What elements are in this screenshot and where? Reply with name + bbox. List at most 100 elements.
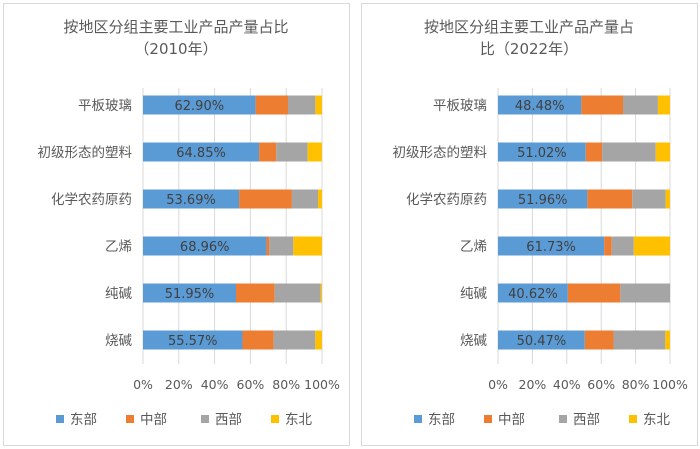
chart-border xyxy=(3,3,350,446)
chart-title: 比（2022年） xyxy=(480,40,578,58)
bar-segment-东北 xyxy=(665,189,670,209)
bar-segment-东部 xyxy=(143,95,256,115)
bar-segment-西部 xyxy=(620,283,671,303)
legend-swatch xyxy=(56,415,64,423)
bar-segment-东部 xyxy=(498,95,582,115)
bar-segment-中部 xyxy=(235,283,275,303)
bar-segment-东部 xyxy=(143,236,267,256)
bar-segment-东北 xyxy=(657,95,670,115)
bar-segment-西部 xyxy=(602,142,656,162)
category-label: 初级形态的塑料 xyxy=(393,144,488,161)
bar-segment-西部 xyxy=(287,95,316,115)
bar-segment-中部 xyxy=(585,142,603,162)
data-label: 62.90% xyxy=(175,99,225,114)
chart-panel-2: 按地区分组主要工业产品产量占比（2022年） 0% 20% 40% 60% 80% 100%… xyxy=(361,3,698,446)
legend-swatch xyxy=(201,415,209,423)
bar-segment-中部 xyxy=(604,236,612,256)
x-tick-label: 40% xyxy=(553,377,581,392)
chart-title: （2010年） xyxy=(134,40,217,58)
data-label: 53.69% xyxy=(166,193,216,208)
bar-segment-中部 xyxy=(581,95,624,115)
bar-segment-西部 xyxy=(269,236,294,256)
x-tick-label: 20% xyxy=(519,377,547,392)
bar-segment-东北 xyxy=(315,330,322,350)
category-label: 化学农药原药 xyxy=(406,192,487,208)
bar-segment-东部 xyxy=(143,283,236,303)
category-label: 平板玻璃 xyxy=(78,97,132,114)
data-label: 55.57% xyxy=(168,334,218,349)
x-tick-label: 100% xyxy=(304,377,340,392)
bar-segment-东部 xyxy=(143,142,260,162)
legend-swatch xyxy=(126,415,134,423)
legend-label: 西部 xyxy=(573,412,600,428)
bar-segment-东部 xyxy=(498,330,585,350)
data-label: 48.48% xyxy=(515,99,565,114)
bar-segment-东部 xyxy=(498,142,586,162)
bar-segment-中部 xyxy=(259,142,277,162)
legend-label: 中部 xyxy=(140,412,167,428)
legend-label: 中部 xyxy=(498,412,525,428)
bar-segment-东北 xyxy=(307,142,322,162)
x-tick-label: 20% xyxy=(165,377,193,392)
bar-segment-东北 xyxy=(655,142,671,162)
x-tick-label: 0% xyxy=(133,377,153,392)
category-label: 平板玻璃 xyxy=(433,97,487,114)
category-label: 初级形态的塑料 xyxy=(38,144,133,161)
bar-segment-西部 xyxy=(276,142,308,162)
data-label: 50.47% xyxy=(517,334,567,349)
x-tick-label: 60% xyxy=(587,377,615,392)
bar-segment-中部 xyxy=(255,95,288,115)
bar-segment-西部 xyxy=(623,95,658,115)
legend-label: 西部 xyxy=(215,412,242,428)
chart-panel-1: 按地区分组主要工业产品产量占比 （2010年） 0% 20% 40% 60% 80% 100%… xyxy=(3,3,350,446)
bar-segment-东部 xyxy=(498,236,605,256)
bar-segment-东部 xyxy=(498,283,568,303)
bar-segment-中部 xyxy=(567,283,621,303)
data-label: 51.02% xyxy=(517,146,567,161)
chart-title: 按地区分组主要工业产品产量占 xyxy=(424,18,634,36)
legend-label: 东部 xyxy=(428,412,455,428)
category-label: 烧碱 xyxy=(460,333,487,349)
category-label: 乙烯 xyxy=(105,239,132,255)
data-label: 61.73% xyxy=(526,240,576,255)
bar-segment-西部 xyxy=(611,236,634,256)
bar-segment-西部 xyxy=(291,189,319,209)
category-label: 化学农药原药 xyxy=(51,192,132,208)
legend-swatch xyxy=(484,415,492,423)
bar-segment-东部 xyxy=(498,189,588,209)
category-label: 烧碱 xyxy=(105,333,132,349)
legend-swatch xyxy=(271,415,279,423)
category-label: 乙烯 xyxy=(460,239,487,255)
data-label: 51.96% xyxy=(518,193,568,208)
data-label: 40.62% xyxy=(508,287,558,302)
bar-segment-东北 xyxy=(293,236,322,256)
bar-segment-东北 xyxy=(665,330,670,350)
bar-segment-东北 xyxy=(633,236,671,256)
category-label: 纯碱 xyxy=(105,286,132,302)
x-tick-label: 60% xyxy=(237,377,265,392)
data-label: 64.85% xyxy=(176,146,226,161)
legend-swatch xyxy=(414,415,422,423)
x-tick-label: 80% xyxy=(622,377,650,392)
chart-border xyxy=(361,3,698,446)
legend-label: 东部 xyxy=(70,412,97,428)
bar-segment-西部 xyxy=(632,189,666,209)
bar-segment-中部 xyxy=(239,189,292,209)
category-label: 纯碱 xyxy=(460,286,487,302)
bar-segment-中部 xyxy=(242,330,274,350)
legend-label: 东北 xyxy=(285,412,312,428)
data-label: 51.95% xyxy=(165,287,215,302)
bar-segment-东北 xyxy=(318,189,322,209)
bar-segment-东部 xyxy=(143,189,240,209)
bar-segment-中部 xyxy=(266,236,270,256)
bar-segment-西部 xyxy=(613,330,666,350)
bar-segment-中部 xyxy=(587,189,633,209)
x-tick-label: 0% xyxy=(488,377,508,392)
legend-swatch xyxy=(559,415,567,423)
bar-segment-东北 xyxy=(320,283,322,303)
bar-segment-东北 xyxy=(315,95,322,115)
x-tick-label: 40% xyxy=(201,377,229,392)
bar-segment-东部 xyxy=(143,330,243,350)
x-tick-label: 100% xyxy=(652,377,688,392)
